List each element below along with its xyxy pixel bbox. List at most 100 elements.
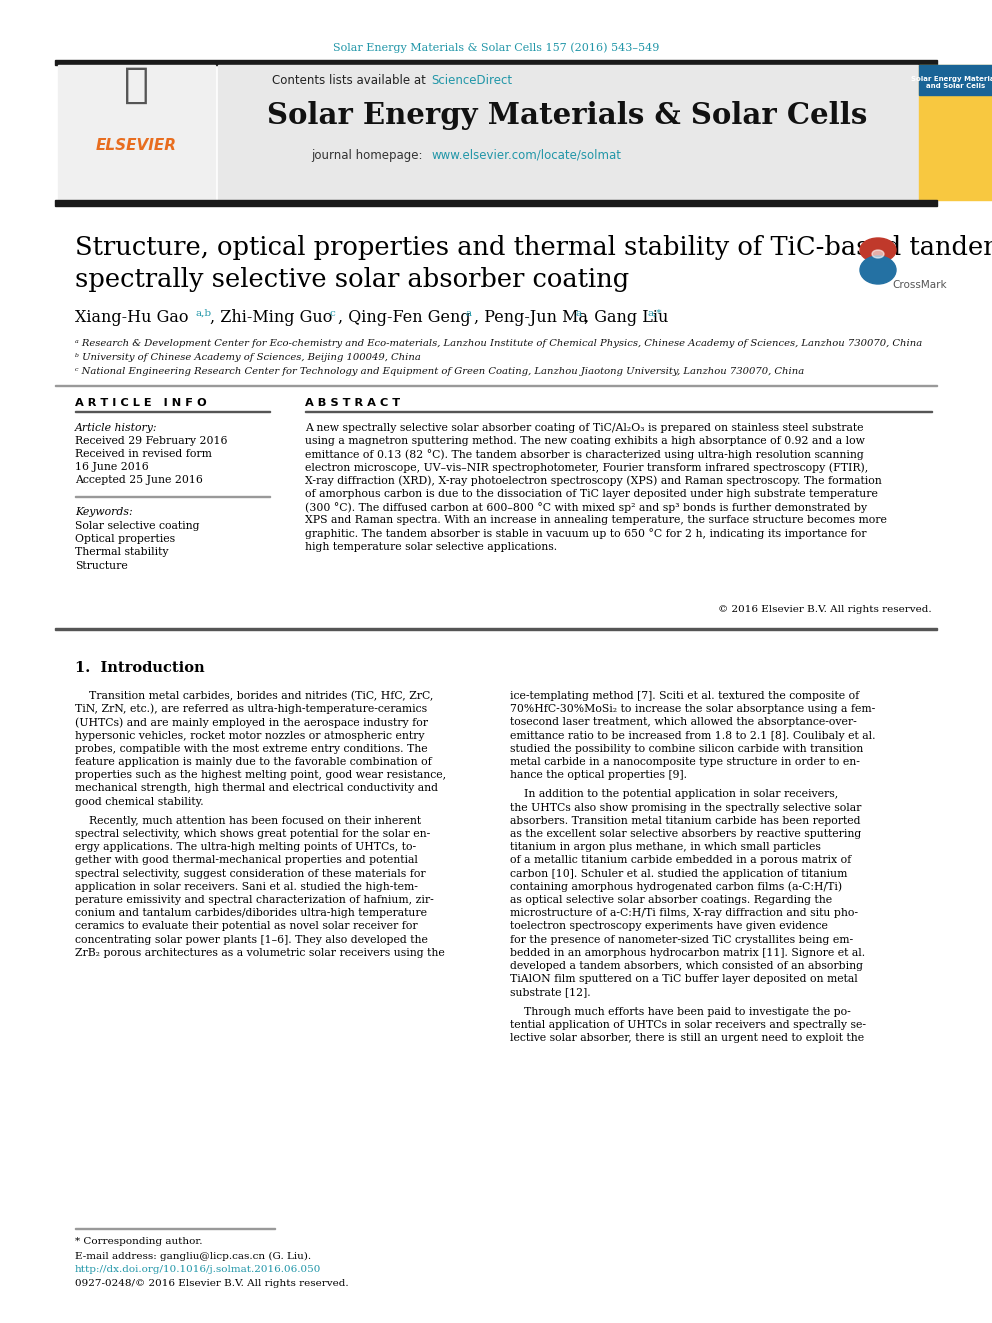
Text: Solar Energy Materials & Solar Cells: Solar Energy Materials & Solar Cells <box>267 101 867 130</box>
Text: http://dx.doi.org/10.1016/j.solmat.2016.06.050: http://dx.doi.org/10.1016/j.solmat.2016.… <box>75 1266 321 1274</box>
Text: high temperature solar selective applications.: high temperature solar selective applica… <box>305 542 558 552</box>
Bar <box>919 65 992 200</box>
Text: emittance of 0.13 (82 °C). The tandem absorber is characterized using ultra-high: emittance of 0.13 (82 °C). The tandem ab… <box>305 448 864 460</box>
Text: gether with good thermal-mechanical properties and potential: gether with good thermal-mechanical prop… <box>75 856 418 865</box>
Text: * Corresponding author.: * Corresponding author. <box>75 1237 202 1246</box>
Ellipse shape <box>860 255 896 284</box>
Text: 0927-0248/© 2016 Elsevier B.V. All rights reserved.: 0927-0248/© 2016 Elsevier B.V. All right… <box>75 1279 348 1289</box>
Text: metal carbide in a nanocomposite type structure in order to en-: metal carbide in a nanocomposite type st… <box>510 757 860 767</box>
Text: Solar Energy Materials
and Solar Cells: Solar Energy Materials and Solar Cells <box>911 75 992 89</box>
Text: tosecond laser treatment, which allowed the absorptance-over-: tosecond laser treatment, which allowed … <box>510 717 857 728</box>
Text: E-mail address: gangliu@licp.cas.cn (G. Liu).: E-mail address: gangliu@licp.cas.cn (G. … <box>75 1252 311 1261</box>
Text: the UHTCs also show promising in the spectrally selective solar: the UHTCs also show promising in the spe… <box>510 803 861 812</box>
Text: toelectron spectroscopy experiments have given evidence: toelectron spectroscopy experiments have… <box>510 921 828 931</box>
Text: Recently, much attention has been focused on their inherent: Recently, much attention has been focuse… <box>75 816 422 826</box>
Text: A R T I C L E   I N F O: A R T I C L E I N F O <box>75 398 206 407</box>
Text: a: a <box>466 308 472 318</box>
Text: journal homepage:: journal homepage: <box>311 148 430 161</box>
Text: ELSEVIER: ELSEVIER <box>95 138 177 152</box>
Text: Article history:: Article history: <box>75 423 158 433</box>
Text: (UHTCs) and are mainly employed in the aerospace industry for: (UHTCs) and are mainly employed in the a… <box>75 717 428 728</box>
Text: absorbers. Transition metal titanium carbide has been reported: absorbers. Transition metal titanium car… <box>510 816 860 826</box>
Text: Thermal stability: Thermal stability <box>75 548 169 557</box>
Text: c: c <box>330 308 335 318</box>
Text: tential application of UHTCs in solar receivers and spectrally se-: tential application of UHTCs in solar re… <box>510 1020 866 1029</box>
Text: XPS and Raman spectra. With an increase in annealing temperature, the surface st: XPS and Raman spectra. With an increase … <box>305 516 887 525</box>
Text: microstructure of a-C:H/Ti films, X-ray diffraction and situ pho-: microstructure of a-C:H/Ti films, X-ray … <box>510 908 858 918</box>
Text: of amorphous carbon is due to the dissociation of TiC layer deposited under high: of amorphous carbon is due to the dissoc… <box>305 490 878 499</box>
Text: Received in revised form: Received in revised form <box>75 448 212 459</box>
Ellipse shape <box>860 238 896 262</box>
Bar <box>55 200 937 206</box>
Text: titanium in argon plus methane, in which small particles: titanium in argon plus methane, in which… <box>510 843 820 852</box>
Text: A new spectrally selective solar absorber coating of TiC/Al₂O₃ is prepared on st: A new spectrally selective solar absorbe… <box>305 423 863 433</box>
Text: perature emissivity and spectral characterization of hafnium, zir-: perature emissivity and spectral charact… <box>75 894 434 905</box>
Text: a,*: a,* <box>648 308 663 318</box>
Text: ScienceDirect: ScienceDirect <box>431 74 512 86</box>
Text: electron microscope, UV–vis–NIR spectrophotometer, Fourier transform infrared sp: electron microscope, UV–vis–NIR spectrop… <box>305 462 868 472</box>
Text: TiN, ZrN, etc.), are referred as ultra-high-temperature-ceramics: TiN, ZrN, etc.), are referred as ultra-h… <box>75 704 428 714</box>
Text: ᵇ University of Chinese Academy of Sciences, Beijing 100049, China: ᵇ University of Chinese Academy of Scien… <box>75 352 421 361</box>
Text: Solar selective coating: Solar selective coating <box>75 521 199 531</box>
Text: Keywords:: Keywords: <box>75 507 133 517</box>
Text: A B S T R A C T: A B S T R A C T <box>305 398 400 407</box>
Text: www.elsevier.com/locate/solmat: www.elsevier.com/locate/solmat <box>431 148 621 161</box>
Text: , Qing-Fen Geng: , Qing-Fen Geng <box>338 310 470 327</box>
Text: Through much efforts have been paid to investigate the po-: Through much efforts have been paid to i… <box>510 1007 851 1016</box>
Text: carbon [10]. Schuler et al. studied the application of titanium: carbon [10]. Schuler et al. studied the … <box>510 869 847 878</box>
Text: ᵃ Research & Development Center for Eco-chemistry and Eco-materials, Lanzhou Ins: ᵃ Research & Development Center for Eco-… <box>75 339 923 348</box>
Text: ᶜ National Engineering Research Center for Technology and Equipment of Green Coa: ᶜ National Engineering Research Center f… <box>75 366 805 376</box>
Text: as the excellent solar selective absorbers by reactive sputtering: as the excellent solar selective absorbe… <box>510 830 861 839</box>
Text: feature application is mainly due to the favorable combination of: feature application is mainly due to the… <box>75 757 432 767</box>
Text: spectrally selective solar absorber coating: spectrally selective solar absorber coat… <box>75 267 629 292</box>
Text: graphitic. The tandem absorber is stable in vacuum up to 650 °C for 2 h, indicat: graphitic. The tandem absorber is stable… <box>305 528 866 538</box>
Text: Xiang-Hu Gao: Xiang-Hu Gao <box>75 310 188 327</box>
Text: 16 June 2016: 16 June 2016 <box>75 462 149 472</box>
Text: In addition to the potential application in solar receivers,: In addition to the potential application… <box>510 790 838 799</box>
Text: 70%HfC-30%MoSi₂ to increase the solar absorptance using a fem-: 70%HfC-30%MoSi₂ to increase the solar ab… <box>510 704 875 714</box>
Text: spectral selectivity, suggest consideration of these materials for: spectral selectivity, suggest considerat… <box>75 869 426 878</box>
Text: Received 29 February 2016: Received 29 February 2016 <box>75 437 227 446</box>
Text: X-ray diffraction (XRD), X-ray photoelectron spectroscopy (XPS) and Raman spectr: X-ray diffraction (XRD), X-ray photoelec… <box>305 475 882 486</box>
Text: emittance ratio to be increased from 1.8 to 2.1 [8]. Coulibaly et al.: emittance ratio to be increased from 1.8… <box>510 730 876 741</box>
Text: CrossMark: CrossMark <box>893 280 947 290</box>
Bar <box>58 65 215 200</box>
Bar <box>55 628 937 630</box>
Bar <box>55 60 937 65</box>
Text: Transition metal carbides, borides and nitrides (TiC, HfC, ZrC,: Transition metal carbides, borides and n… <box>75 691 434 701</box>
Text: Accepted 25 June 2016: Accepted 25 June 2016 <box>75 475 203 486</box>
Text: hance the optical properties [9].: hance the optical properties [9]. <box>510 770 687 781</box>
Text: Solar Energy Materials & Solar Cells 157 (2016) 543–549: Solar Energy Materials & Solar Cells 157… <box>332 42 660 53</box>
Text: using a magnetron sputtering method. The new coating exhibits a high absorptance: using a magnetron sputtering method. The… <box>305 437 865 446</box>
Text: of a metallic titanium carbide embedded in a porous matrix of: of a metallic titanium carbide embedded … <box>510 856 851 865</box>
Text: developed a tandem absorbers, which consisted of an absorbing: developed a tandem absorbers, which cons… <box>510 960 863 971</box>
Text: , Peng-Jun Ma: , Peng-Jun Ma <box>474 310 588 327</box>
Ellipse shape <box>872 250 884 258</box>
Text: studied the possibility to combine silicon carbide with transition: studied the possibility to combine silic… <box>510 744 863 754</box>
Bar <box>919 65 992 95</box>
Text: ceramics to evaluate their potential as novel solar receiver for: ceramics to evaluate their potential as … <box>75 921 418 931</box>
Text: good chemical stability.: good chemical stability. <box>75 796 203 807</box>
Text: spectral selectivity, which shows great potential for the solar en-: spectral selectivity, which shows great … <box>75 830 431 839</box>
Text: TiAlON film sputtered on a TiC buffer layer deposited on metal: TiAlON film sputtered on a TiC buffer la… <box>510 974 858 984</box>
Text: Contents lists available at: Contents lists available at <box>273 74 430 86</box>
Text: , Gang Liu: , Gang Liu <box>584 310 669 327</box>
Text: Structure, optical properties and thermal stability of TiC-based tandem: Structure, optical properties and therma… <box>75 235 992 261</box>
Bar <box>218 65 918 200</box>
Text: 🌳: 🌳 <box>123 64 149 106</box>
Text: Structure: Structure <box>75 561 128 570</box>
Text: Optical properties: Optical properties <box>75 534 176 544</box>
Text: ergy applications. The ultra-high melting points of UHTCs, to-: ergy applications. The ultra-high meltin… <box>75 843 416 852</box>
Text: substrate [12].: substrate [12]. <box>510 987 590 998</box>
Text: properties such as the highest melting point, good wear resistance,: properties such as the highest melting p… <box>75 770 446 781</box>
Text: for the presence of nanometer-sized TiC crystallites being em-: for the presence of nanometer-sized TiC … <box>510 934 853 945</box>
Text: application in solar receivers. Sani et al. studied the high-tem-: application in solar receivers. Sani et … <box>75 882 418 892</box>
Text: hypersonic vehicles, rocket motor nozzles or atmospheric entry: hypersonic vehicles, rocket motor nozzle… <box>75 730 425 741</box>
Text: mechanical strength, high thermal and electrical conductivity and: mechanical strength, high thermal and el… <box>75 783 438 794</box>
Text: containing amorphous hydrogenated carbon films (a-C:H/Ti): containing amorphous hydrogenated carbon… <box>510 881 842 892</box>
Text: ZrB₂ porous architectures as a volumetric solar receivers using the: ZrB₂ porous architectures as a volumetri… <box>75 947 444 958</box>
Text: conium and tantalum carbides/diborides ultra-high temperature: conium and tantalum carbides/diborides u… <box>75 908 427 918</box>
Text: probes, compatible with the most extreme entry conditions. The: probes, compatible with the most extreme… <box>75 744 428 754</box>
Text: a,b: a,b <box>196 308 212 318</box>
Text: , Zhi-Ming Guo: , Zhi-Ming Guo <box>210 310 332 327</box>
